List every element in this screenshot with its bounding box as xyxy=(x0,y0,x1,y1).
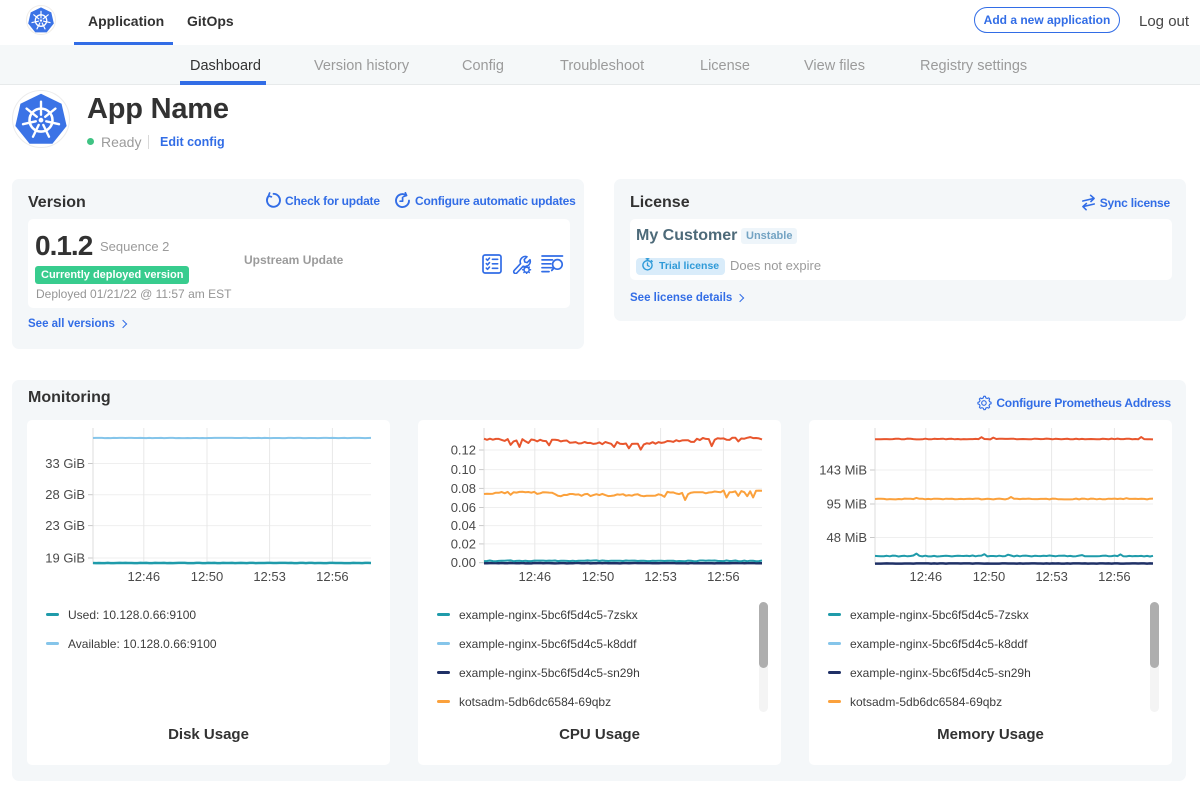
svg-text:12:50: 12:50 xyxy=(973,569,1006,584)
svg-text:12:53: 12:53 xyxy=(1035,569,1068,584)
svg-text:48 MiB: 48 MiB xyxy=(827,530,867,545)
svg-text:12:46: 12:46 xyxy=(128,569,161,584)
svg-text:12:56: 12:56 xyxy=(1098,569,1131,584)
svg-text:0.06: 0.06 xyxy=(451,500,476,515)
svg-text:95 MiB: 95 MiB xyxy=(827,497,867,512)
svg-text:12:46: 12:46 xyxy=(519,569,552,584)
svg-text:12:56: 12:56 xyxy=(316,569,349,584)
svg-text:12:56: 12:56 xyxy=(707,569,740,584)
svg-text:23 GiB: 23 GiB xyxy=(45,518,85,533)
svg-text:28 GiB: 28 GiB xyxy=(45,487,85,502)
svg-text:0.10: 0.10 xyxy=(451,462,476,477)
svg-text:143 MiB: 143 MiB xyxy=(819,463,867,478)
svg-text:12:53: 12:53 xyxy=(253,569,286,584)
svg-text:19 GiB: 19 GiB xyxy=(45,551,85,566)
svg-text:0.00: 0.00 xyxy=(451,555,476,570)
svg-text:0.02: 0.02 xyxy=(451,536,476,551)
svg-text:12:46: 12:46 xyxy=(910,569,943,584)
svg-text:12:53: 12:53 xyxy=(644,569,677,584)
svg-text:0.12: 0.12 xyxy=(451,443,476,458)
svg-text:12:50: 12:50 xyxy=(582,569,615,584)
svg-text:0.04: 0.04 xyxy=(451,518,476,533)
svg-text:12:50: 12:50 xyxy=(191,569,224,584)
svg-text:33 GiB: 33 GiB xyxy=(45,456,85,471)
svg-text:0.08: 0.08 xyxy=(451,481,476,496)
